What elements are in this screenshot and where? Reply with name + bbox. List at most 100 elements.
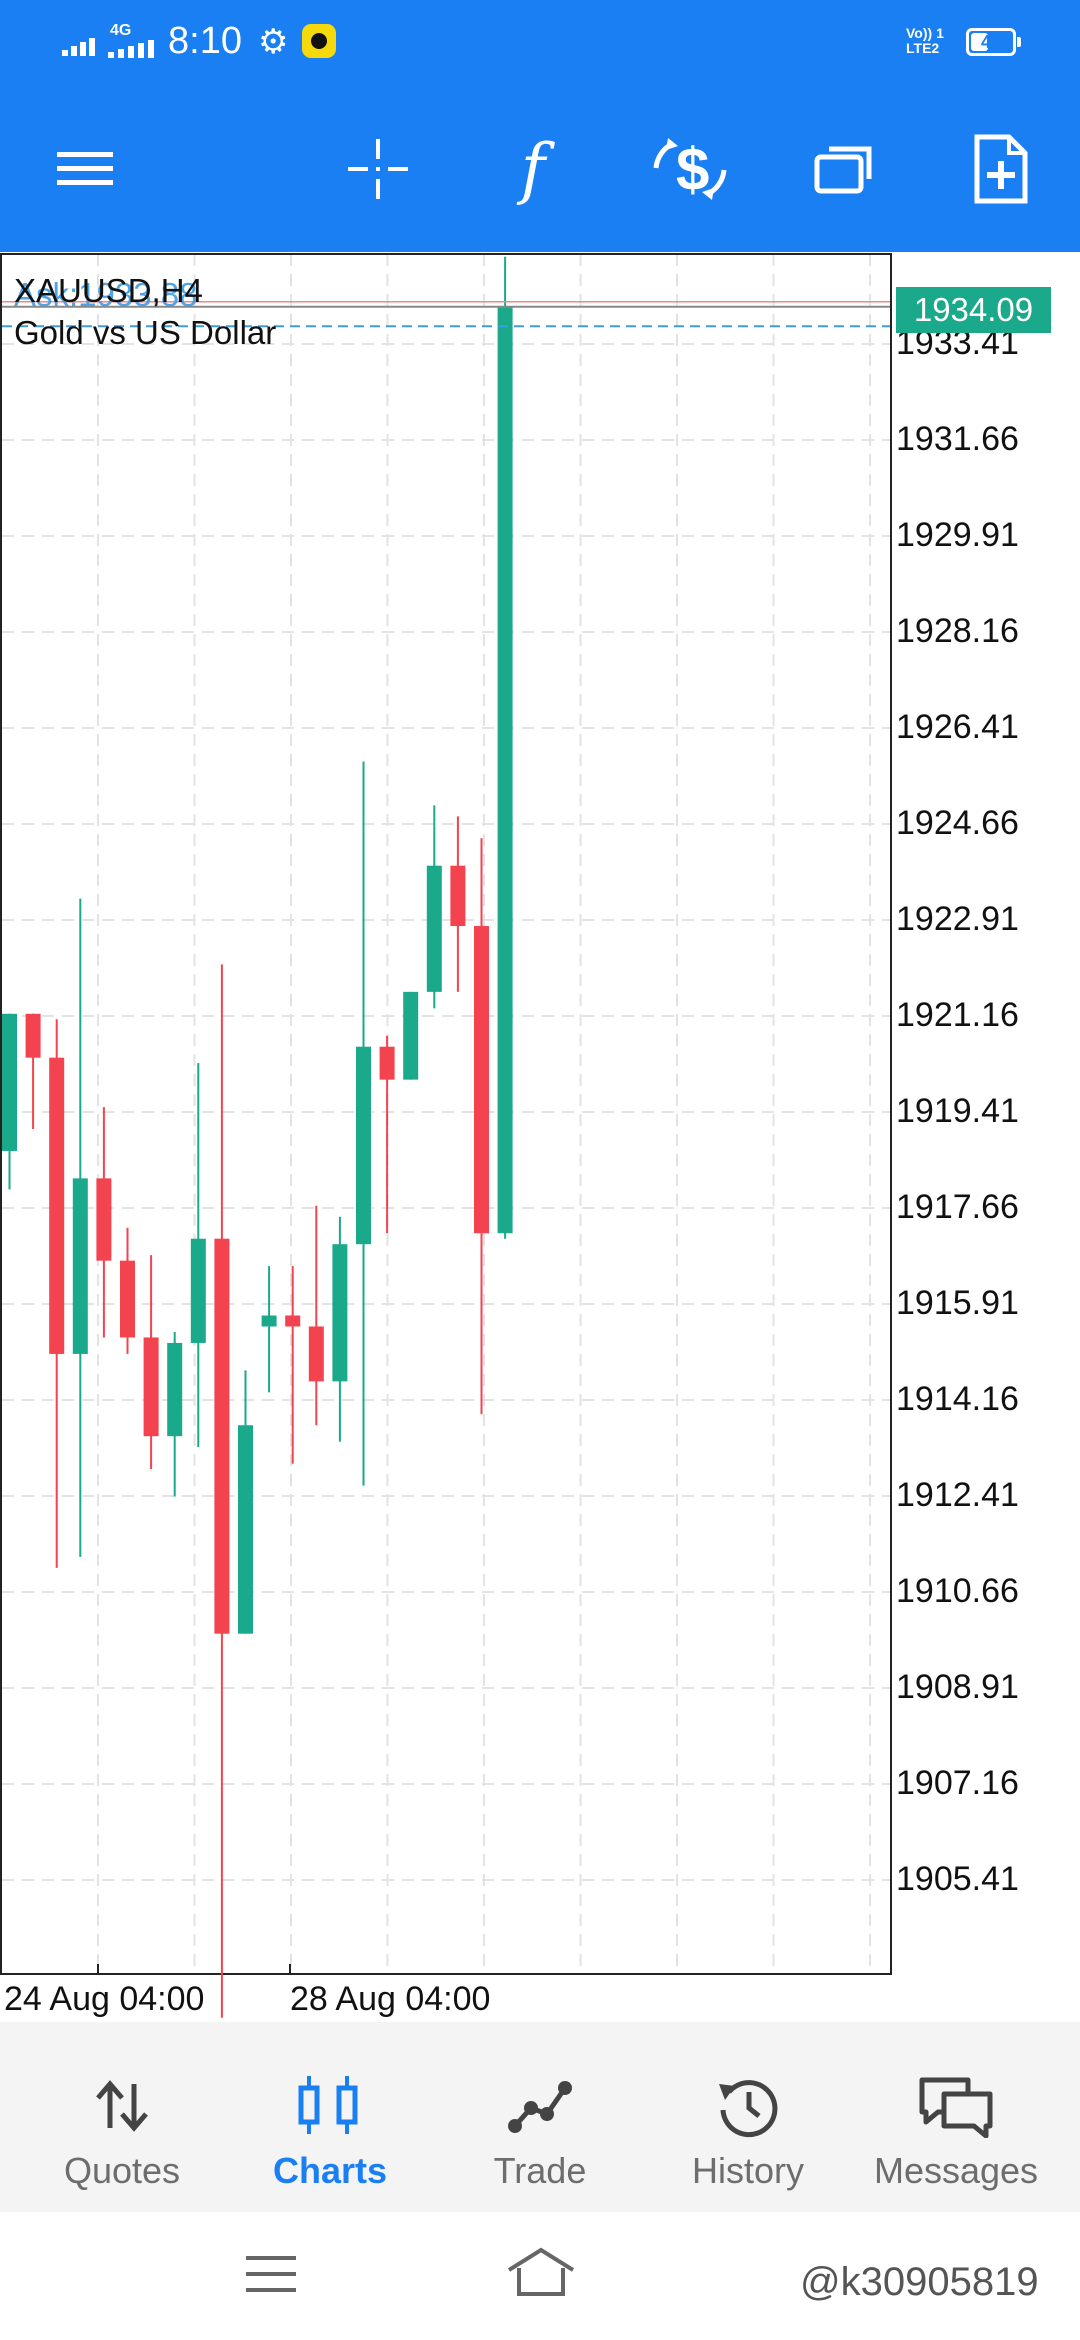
candle: [450, 816, 466, 992]
trade-button[interactable]: $: [645, 124, 735, 214]
date-label: 24 Aug 04:00: [4, 1980, 205, 2018]
candle-body: [497, 306, 513, 1234]
nav-history[interactable]: History: [640, 2022, 856, 2212]
price-axis-label: 1931.66: [896, 420, 1019, 458]
nav-charts[interactable]: Charts: [222, 2022, 438, 2212]
price-chart[interactable]: Ask:1933.88 XAUUSD,H4 Gold vs US Dollar …: [0, 252, 1080, 2022]
candle-body: [474, 926, 489, 1234]
candle: [190, 1063, 206, 1448]
chart-description: Gold vs US Dollar: [14, 314, 277, 351]
crosshair-button[interactable]: [333, 124, 423, 214]
lte-label: LTE2: [906, 40, 940, 56]
candle-body: [426, 865, 442, 992]
chart-toolbar: f $: [0, 84, 1080, 252]
price-axis-label: 1910.66: [896, 1572, 1019, 1610]
settings-gear-icon: ⚙: [258, 23, 289, 61]
candles: [2, 256, 513, 2018]
candle-body: [72, 1178, 88, 1354]
price-axis-label: 1917.66: [896, 1188, 1019, 1226]
price-axis-label: 1926.41: [896, 708, 1019, 746]
charts-icon: [298, 2076, 358, 2134]
home-icon[interactable]: [505, 2246, 577, 2298]
price-axis-label: 1921.16: [896, 996, 1019, 1034]
candle-body: [238, 1425, 253, 1634]
price-axis-label: 1919.41: [896, 1092, 1019, 1130]
nav-messages[interactable]: Messages: [848, 2022, 1064, 2212]
candle: [96, 1107, 112, 1338]
battery-fill: [971, 33, 988, 51]
trade-nav-icon: [508, 2081, 572, 2133]
candle-body: [332, 1244, 348, 1382]
price-axis-label: 1907.16: [896, 1764, 1019, 1802]
price-axis-label: 1912.41: [896, 1476, 1019, 1514]
candle: [356, 761, 371, 1486]
price-axis-label: 1922.91: [896, 900, 1019, 938]
current-price-label: 1934.09: [896, 286, 1051, 333]
nav-trade-label: Trade: [493, 2150, 587, 2191]
nav-quotes-label: Quotes: [63, 2150, 181, 2191]
candle: [143, 1255, 159, 1470]
menu-button[interactable]: [40, 124, 130, 214]
price-axis-label: 1924.66: [896, 804, 1019, 842]
candle: [2, 1013, 17, 1190]
candle: [214, 964, 230, 2018]
candle-body: [308, 1326, 324, 1382]
candle-body: [49, 1057, 65, 1354]
candle: [285, 1266, 301, 1464]
network-type: 4G: [110, 22, 132, 39]
trade-icon: $: [653, 136, 727, 203]
date-label: 28 Aug 04:00: [290, 1980, 491, 2018]
chart-canvas[interactable]: [0, 252, 1080, 2022]
status-bar: 4G 8:10 ⚙ Vo)) 1 LTE2 42: [0, 0, 1080, 84]
nav-messages-label: Messages: [873, 2150, 1039, 2191]
candle: [261, 1266, 277, 1393]
nav-history-label: History: [691, 2150, 804, 2191]
price-axis-label: 1914.16: [896, 1380, 1019, 1418]
candle-body: [261, 1315, 277, 1327]
candle: [332, 1216, 348, 1442]
candle: [238, 1370, 253, 1634]
candle: [379, 1035, 395, 1234]
candle-body: [25, 1013, 41, 1058]
nav-charts-label: Charts: [272, 2150, 388, 2191]
candle: [403, 991, 419, 1080]
volte-label: Vo)) 1: [906, 25, 944, 41]
candle-body: [214, 1238, 230, 1634]
battery-icon: 42: [966, 28, 1021, 56]
battery-level: 42: [980, 32, 1002, 52]
candle-body: [285, 1315, 301, 1327]
chart-frame: [0, 253, 892, 1975]
indicators-icon: f: [520, 130, 546, 207]
watermark-text: @k30905819: [800, 2260, 1039, 2304]
candle: [72, 898, 88, 1557]
system-navigation-bar: [0, 2212, 1080, 2340]
clock: 8:10: [168, 20, 242, 62]
candle: [25, 1013, 41, 1130]
candle: [426, 805, 442, 1009]
signal-strength-icon: [62, 38, 95, 56]
indicators-button[interactable]: f: [488, 124, 578, 214]
price-axis-label: 1908.91: [896, 1668, 1019, 1706]
candle-body: [356, 1046, 371, 1245]
grid: [2, 254, 890, 1974]
candle-body: [403, 991, 419, 1080]
candle: [308, 1205, 324, 1426]
price-axis-label: 1928.16: [896, 612, 1019, 650]
nav-quotes[interactable]: Quotes: [14, 2022, 230, 2212]
recent-apps-icon[interactable]: [244, 2252, 298, 2296]
windows-button[interactable]: [800, 124, 890, 214]
quotes-icon: [96, 2080, 148, 2132]
candle-body: [2, 1013, 17, 1151]
ask-price-ghost: Ask:1933.88: [14, 276, 198, 313]
candle: [474, 838, 489, 1415]
candle: [120, 1227, 135, 1354]
candle: [497, 256, 513, 1239]
crosshair-icon: [348, 139, 408, 199]
price-axis-label: 1929.91: [896, 516, 1019, 554]
nav-trade[interactable]: Trade: [432, 2022, 648, 2212]
candle-body: [143, 1337, 159, 1437]
candle-body: [450, 865, 466, 927]
windows-icon: [814, 146, 872, 194]
volte-indicator: Vo)) 1 LTE2: [906, 26, 944, 56]
new-chart-button[interactable]: [956, 124, 1046, 214]
